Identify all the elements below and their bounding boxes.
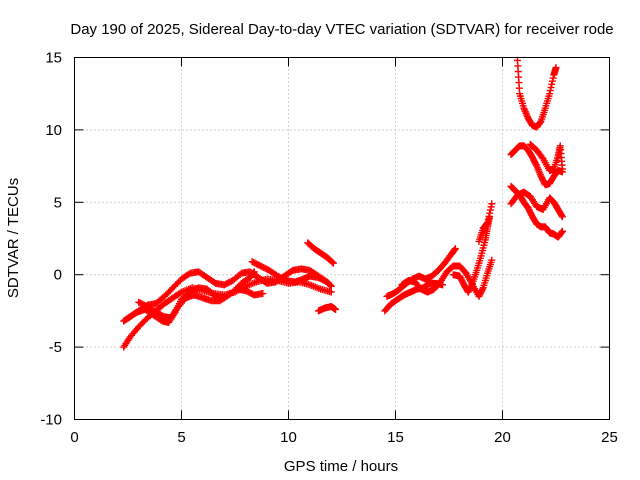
data-point <box>329 259 337 267</box>
x-tick-label: 0 <box>70 429 78 446</box>
y-tick-label: 5 <box>54 194 62 211</box>
series-track-11 <box>449 213 494 296</box>
series-track-10 <box>398 256 496 300</box>
data-point <box>326 281 334 289</box>
x-tick-label: 25 <box>601 429 618 446</box>
y-tick-label: 15 <box>45 50 62 67</box>
series-track-6 <box>304 239 337 267</box>
data-point <box>548 77 556 85</box>
data-point <box>259 290 267 298</box>
y-tick-label: -5 <box>49 339 62 356</box>
data-point <box>485 212 493 220</box>
data-point <box>558 228 566 236</box>
x-tick-label: 10 <box>280 429 297 446</box>
data-point <box>552 64 560 72</box>
data-point <box>487 203 495 211</box>
data-point <box>327 282 335 290</box>
data-point <box>479 285 487 293</box>
x-tick-label: 15 <box>387 429 404 446</box>
data-point <box>250 269 258 277</box>
data-point <box>483 220 491 228</box>
series-track-13 <box>513 56 560 131</box>
data-point <box>327 282 335 290</box>
data-point <box>558 212 566 220</box>
x-axis-label: GPS time / hours <box>284 458 398 475</box>
data-point <box>558 227 566 235</box>
data-point <box>546 87 554 95</box>
data-point <box>451 245 459 253</box>
data-point <box>532 161 540 169</box>
y-tick-label: 10 <box>45 122 62 139</box>
data-points <box>120 56 566 351</box>
y-tick-label: -10 <box>40 412 62 429</box>
series-track-16 <box>507 188 566 221</box>
plot-frame <box>74 57 610 420</box>
data-point <box>488 256 496 264</box>
data-point <box>558 213 566 221</box>
x-tick-label: 20 <box>494 429 511 446</box>
data-point <box>547 83 555 91</box>
series-track-7 <box>314 303 340 315</box>
chart-title: Day 190 of 2025, Sidereal Day-to-day VTE… <box>70 21 613 38</box>
data-point <box>484 215 492 223</box>
data-point <box>488 200 496 208</box>
data-point <box>536 118 544 126</box>
data-point <box>486 209 494 217</box>
data-point <box>332 305 340 313</box>
y-axis-label: SDTVAR / TECUs <box>5 178 22 298</box>
y-tick-label: 0 <box>54 267 62 284</box>
data-point <box>250 268 258 276</box>
data-point <box>451 246 459 254</box>
grid <box>74 57 610 420</box>
series-track-4 <box>135 285 267 322</box>
x-axis: 0 5 10 15 20 25 <box>70 57 618 446</box>
data-point <box>484 219 492 227</box>
data-point <box>558 165 566 173</box>
data-point <box>549 74 557 82</box>
data-point <box>328 258 336 266</box>
y-axis: -10 -5 0 5 10 15 <box>40 50 610 429</box>
series-track-5 <box>248 258 335 290</box>
data-point <box>468 281 476 289</box>
series-track-14 <box>507 142 566 189</box>
series-track-12 <box>475 200 496 245</box>
data-point <box>486 206 494 214</box>
x-tick-label: 5 <box>177 429 185 446</box>
data-point <box>548 80 556 88</box>
data-point <box>546 90 554 98</box>
series-track-17 <box>526 140 566 174</box>
